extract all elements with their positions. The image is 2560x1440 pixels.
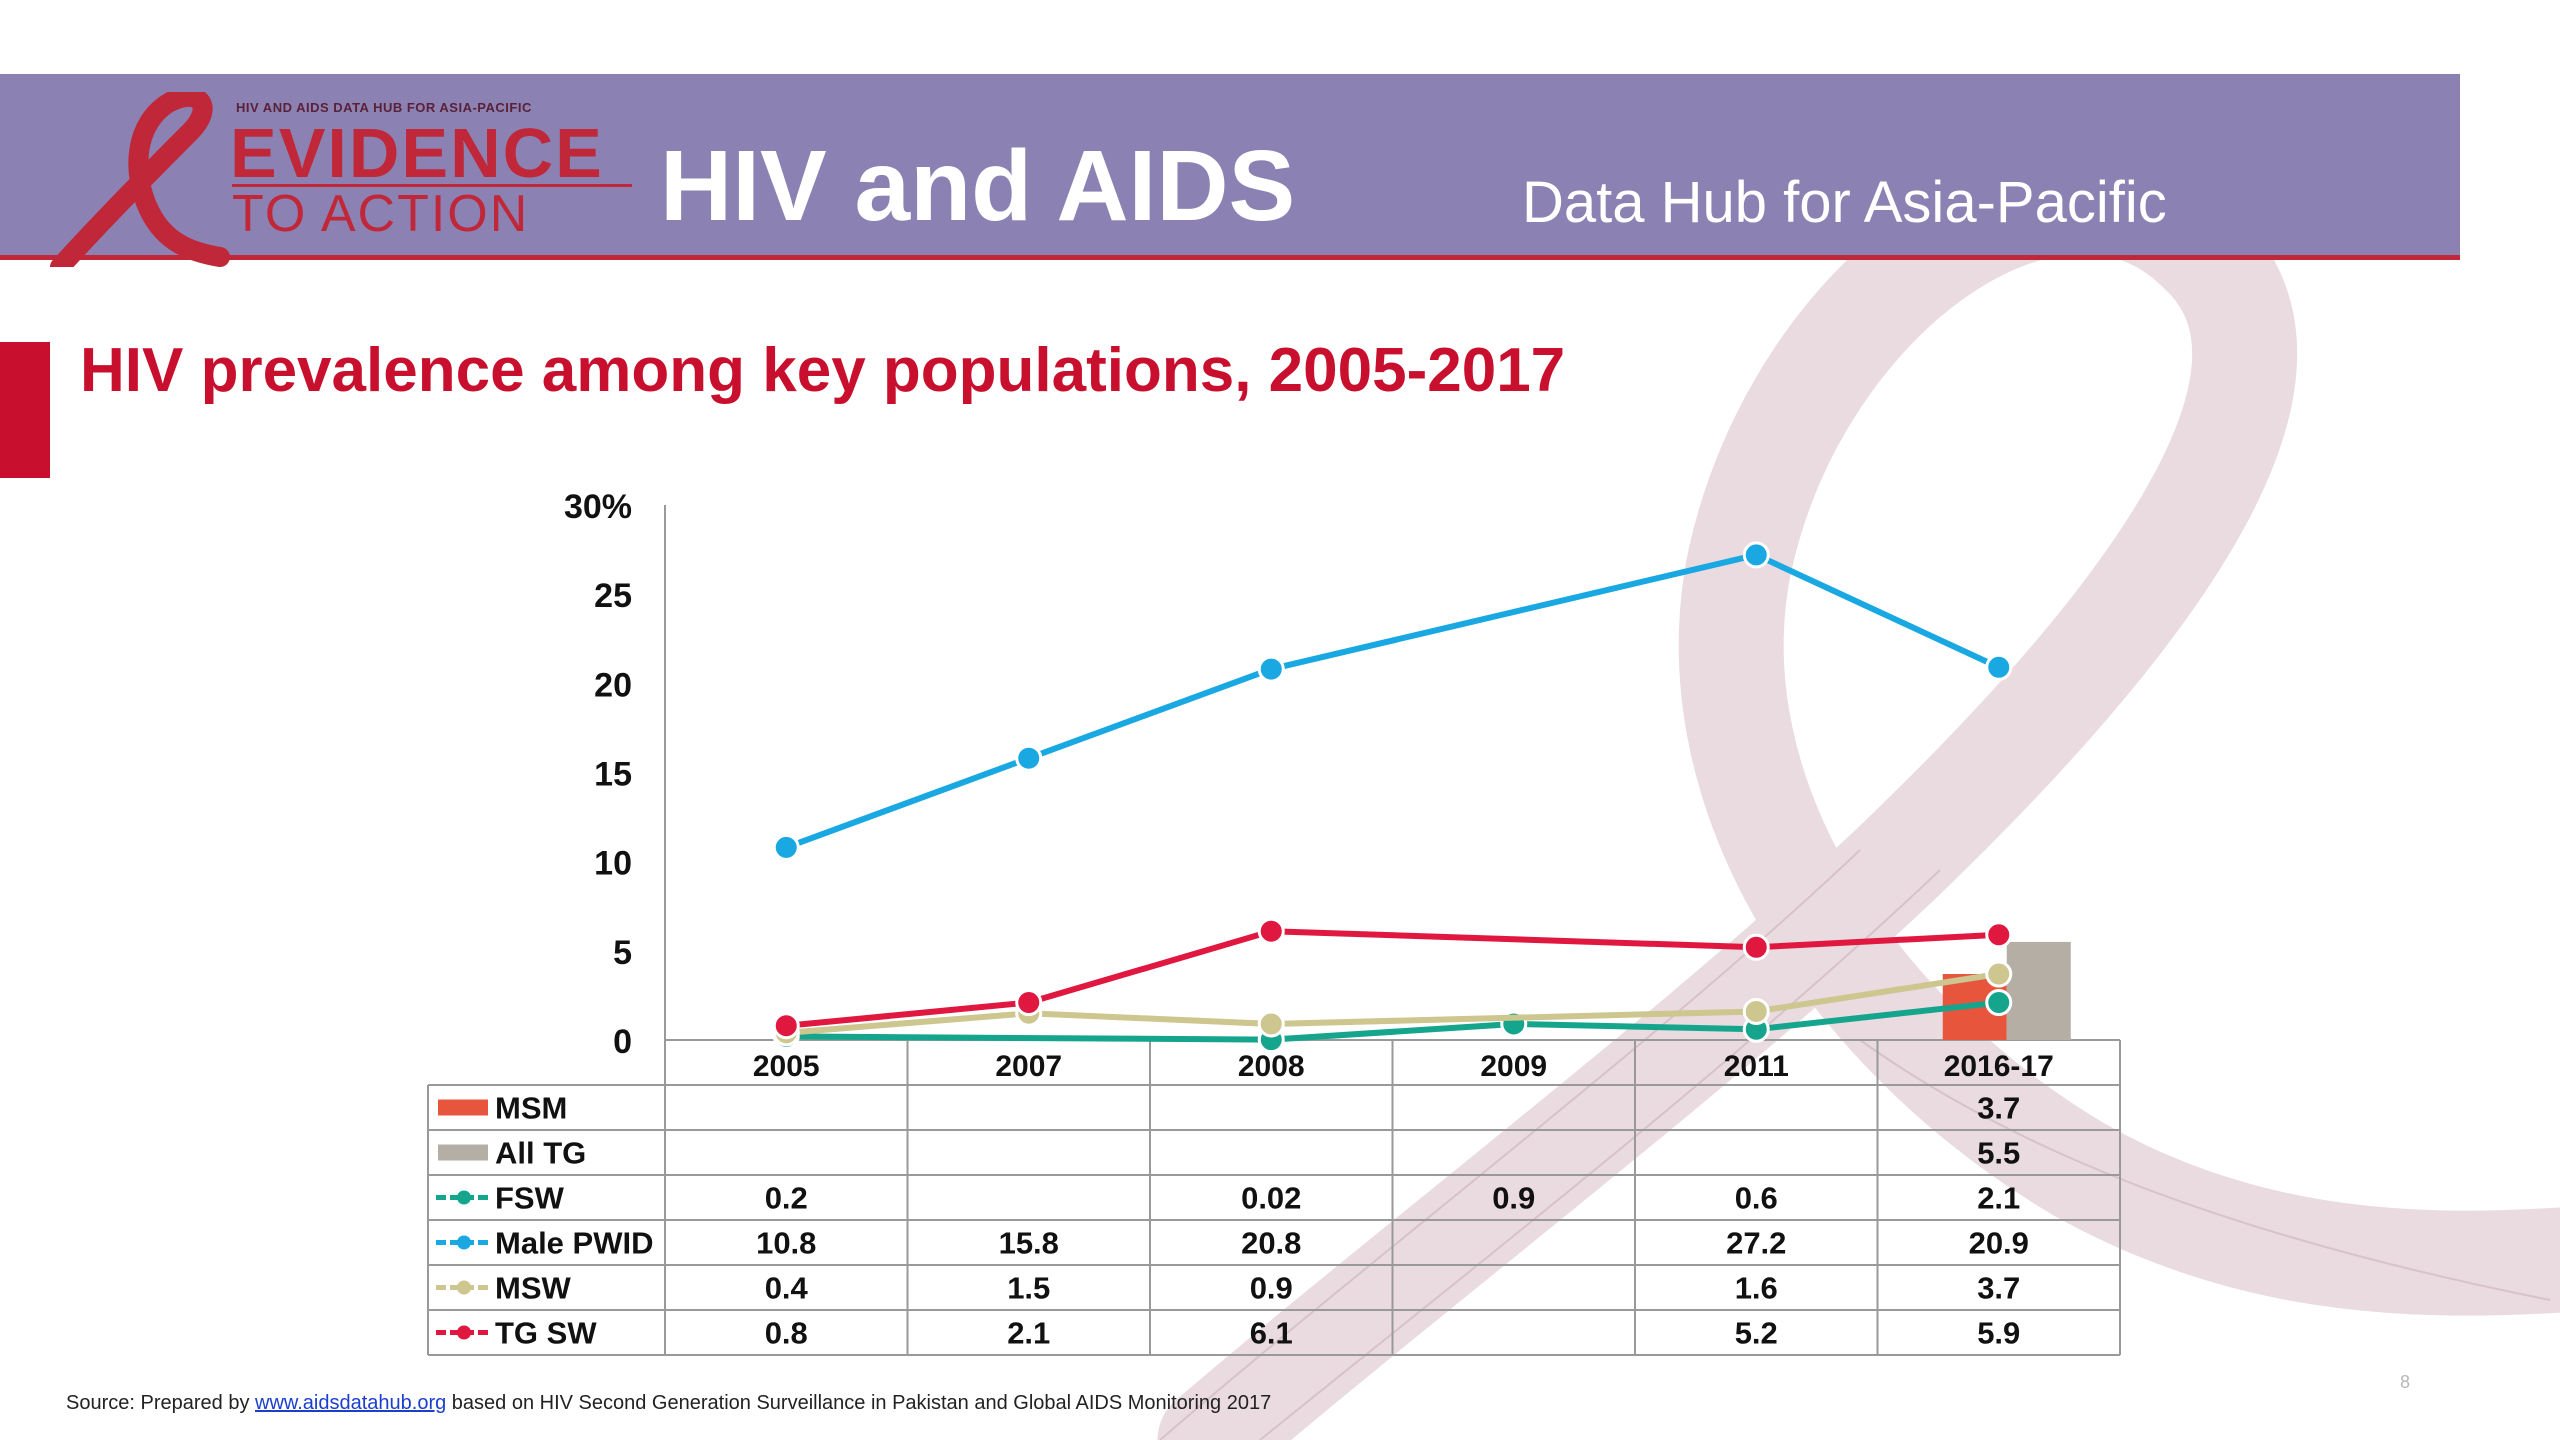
point-fsw: [1985, 989, 2013, 1017]
table-cell-value: 2.1: [1977, 1181, 2020, 1216]
point-msw: [1257, 1010, 1285, 1038]
x-category-label: 2007: [995, 1050, 1062, 1083]
legend-label-msw: MSW: [495, 1271, 572, 1306]
table-cell-value: 0.6: [1735, 1181, 1778, 1216]
evidence-to-action-logo: HIV AND AIDS DATA HUB FOR ASIA-PACIFIC E…: [40, 92, 632, 267]
y-tick-label: 30%: [564, 488, 632, 526]
x-category-label: 2005: [753, 1050, 820, 1083]
x-category-label: 2008: [1238, 1050, 1305, 1083]
table-cell-value: 0.9: [1492, 1181, 1535, 1216]
logo-text-evidence: EVIDENCE: [230, 114, 604, 192]
header-bar: HIV AND AIDS DATA HUB FOR ASIA-PACIFIC E…: [0, 74, 2460, 267]
source-prefix: Source: Prepared by: [66, 1392, 250, 1414]
ribbon-logo-icon: [50, 92, 230, 267]
y-tick-label: 5: [613, 934, 632, 972]
table-cell-value: 0.9: [1250, 1271, 1293, 1306]
table-cell-value: 0.8: [765, 1316, 808, 1351]
legend-label-msm: MSM: [495, 1091, 567, 1126]
table-cell-value: 1.6: [1735, 1271, 1778, 1306]
table-cell-value: 10.8: [756, 1226, 816, 1261]
point-tg-sw: [1015, 989, 1043, 1017]
page-number: 8: [2400, 1372, 2411, 1392]
table-cell-value: 6.1: [1250, 1316, 1293, 1351]
table-cell-value: 0.02: [1241, 1181, 1301, 1216]
table-cell-value: 20.8: [1241, 1226, 1301, 1261]
point-tg-sw: [1985, 921, 2013, 949]
title-accent-block: [0, 342, 50, 478]
y-tick-label: 20: [594, 666, 632, 704]
logo-text-to-action: TO ACTION: [232, 185, 530, 243]
y-tick-label: 25: [594, 577, 632, 615]
logo-tagline: HIV AND AIDS DATA HUB FOR ASIA-PACIFIC: [236, 100, 532, 115]
point-male-pwid: [1742, 541, 1770, 569]
legend-key-dot-tg-sw: [457, 1325, 471, 1340]
legend-label-fsw: FSW: [495, 1181, 565, 1216]
line-male-pwid: [785, 551, 2001, 851]
point-male-pwid: [1257, 655, 1285, 683]
table-cell-value: 3.7: [1977, 1271, 2020, 1306]
point-male-pwid: [1015, 744, 1043, 772]
source-suffix: based on HIV Second Generation Surveilla…: [451, 1392, 1272, 1414]
table-cell-value: 20.9: [1969, 1226, 2029, 1261]
slide-title: HIV prevalence among key populations, 20…: [80, 336, 1566, 405]
table-cell-value: 5.5: [1977, 1136, 2020, 1171]
table-cell-value: 2.1: [1007, 1316, 1050, 1351]
y-tick-label: 15: [594, 756, 632, 794]
source-note: Source: Prepared by www.aidsdatahub.org …: [66, 1392, 1271, 1415]
table-cell-value: 1.5: [1007, 1271, 1050, 1306]
legend-key-all-tg: [438, 1144, 488, 1161]
point-msw: [1742, 997, 1770, 1025]
point-tg-sw: [1742, 933, 1770, 961]
legend-label-male-pwid: Male PWID: [495, 1226, 653, 1261]
table-cell-value: 27.2: [1726, 1226, 1786, 1261]
legend-key-dot-fsw: [457, 1190, 471, 1205]
header-subtitle: Data Hub for Asia-Pacific: [1522, 170, 2167, 235]
logo-divider: [232, 184, 632, 187]
table-cell-value: 0.4: [765, 1271, 809, 1306]
legend-key-dot-male-pwid: [457, 1235, 471, 1250]
y-tick-label: 10: [594, 845, 632, 883]
header-title: HIV and AIDS: [660, 130, 1296, 242]
x-category-label: 2009: [1480, 1050, 1547, 1083]
point-msw: [1985, 960, 2013, 988]
point-tg-sw: [1257, 917, 1285, 945]
point-male-pwid: [1985, 653, 2013, 681]
legend-label-all-tg: All TG: [495, 1136, 586, 1171]
legend-key-msm: [438, 1099, 488, 1116]
table-cell-value: 5.9: [1977, 1316, 2020, 1351]
legend-label-tg-sw: TG SW: [495, 1316, 597, 1351]
bar-all-tg: [2006, 941, 2071, 1040]
y-tick-label: 0: [613, 1023, 632, 1061]
legend-key-dot-msw: [457, 1280, 471, 1295]
table-cell-value: 15.8: [999, 1226, 1059, 1261]
line-tg-sw: [785, 928, 1999, 1029]
point-male-pwid: [772, 833, 800, 861]
table-cell-value: 0.2: [765, 1181, 808, 1216]
x-category-label: 2016-17: [1944, 1050, 2054, 1083]
table-cell-value: 3.7: [1977, 1091, 2020, 1126]
source-link[interactable]: www.aidsdatahub.org: [255, 1392, 447, 1414]
x-category-label: 2011: [1724, 1050, 1789, 1083]
table-cell-value: 5.2: [1735, 1316, 1778, 1351]
point-tg-sw: [772, 1012, 800, 1040]
